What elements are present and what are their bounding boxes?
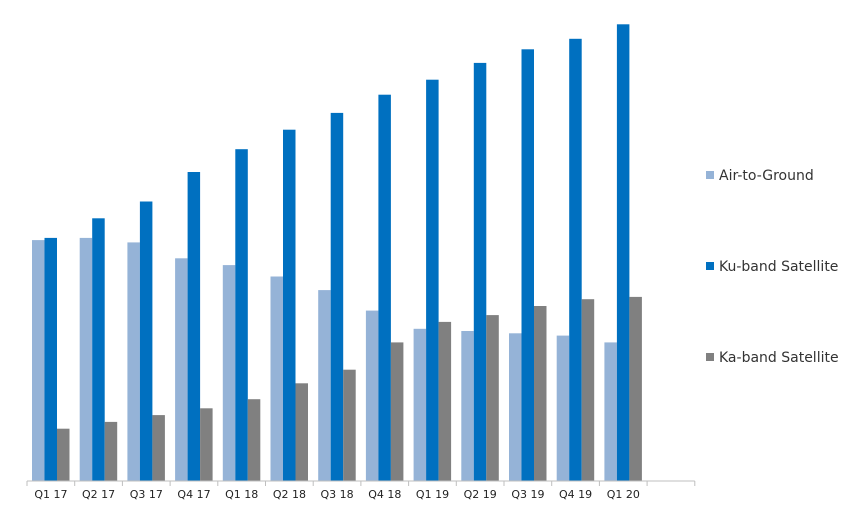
x-tick-label: Q1 20 xyxy=(607,488,640,501)
x-tick-label: Q4 17 xyxy=(177,488,210,501)
bar-ka-band-satellite-q3-17 xyxy=(152,415,165,481)
bar-air-to-ground-q4-18 xyxy=(365,310,379,481)
bar-ka-band-satellite-q4-18 xyxy=(390,342,404,481)
bar-ku-band-satellite-q4-17 xyxy=(187,172,201,481)
bar-air-to-ground-q3-18 xyxy=(318,290,331,481)
bar-ku-band-satellite-q3-17 xyxy=(139,201,153,481)
x-tick-labels: Q1 17 Q2 17 Q3 17 Q4 17 Q1 18 Q2 18 Q3 18 Q4 18… xyxy=(34,488,640,501)
bar-ka-band-satellite-q1-17 xyxy=(57,428,70,481)
x-tick-label: Q2 17 xyxy=(82,488,115,501)
bars-layer xyxy=(32,24,642,482)
legend-label: Air-to-Ground xyxy=(719,168,814,184)
bar-ku-band-satellite-q4-19 xyxy=(569,38,582,482)
x-tick-label: Q2 19 xyxy=(464,488,497,501)
legend-swatch xyxy=(706,353,714,361)
x-tick-label: Q3 18 xyxy=(321,488,354,501)
bar-ka-band-satellite-q4-17 xyxy=(200,408,213,481)
bar-ku-band-satellite-q2-19 xyxy=(473,62,487,482)
legend: Air-to-Ground Ku-band Satellite Ka-band Sa… xyxy=(706,168,839,366)
bar-ka-band-satellite-q4-19 xyxy=(581,299,595,481)
bar-ka-band-satellite-q1-18 xyxy=(247,399,261,481)
x-tick-label: Q2 18 xyxy=(273,488,306,501)
bar-ka-band-satellite-q3-18 xyxy=(343,369,356,481)
bar-air-to-ground-q2-17 xyxy=(79,237,93,481)
bar-ku-band-satellite-q4-18 xyxy=(378,94,391,481)
bar-ka-band-satellite-q2-18 xyxy=(295,383,308,481)
legend-swatch xyxy=(706,262,714,270)
legend-swatch xyxy=(706,171,714,179)
bar-air-to-ground-q3-17 xyxy=(127,242,140,481)
bar-air-to-ground-q3-19 xyxy=(509,333,522,481)
x-tick-label: Q3 17 xyxy=(130,488,163,501)
bar-ka-band-satellite-q1-19 xyxy=(438,321,452,481)
bar-ka-band-satellite-q1-20 xyxy=(629,296,642,481)
bar-air-to-ground-q4-17 xyxy=(175,258,188,481)
bar-ku-band-satellite-q2-17 xyxy=(92,218,105,482)
bar-air-to-ground-q1-20 xyxy=(604,342,617,481)
bar-air-to-ground-q1-18 xyxy=(222,265,236,481)
bar-ku-band-satellite-q1-18 xyxy=(235,149,248,481)
x-tick-label: Q3 19 xyxy=(511,488,544,501)
bar-ku-band-satellite-q1-17 xyxy=(44,237,57,481)
x-tick-label: Q4 19 xyxy=(559,488,592,501)
bar-air-to-ground-q1-17 xyxy=(32,240,45,481)
bar-ka-band-satellite-q3-19 xyxy=(534,306,547,481)
bar-air-to-ground-q2-18 xyxy=(270,276,283,481)
bar-air-to-ground-q4-19 xyxy=(556,335,570,481)
x-tick-marks xyxy=(26,481,696,486)
bar-ka-band-satellite-q2-17 xyxy=(104,421,118,481)
bar-air-to-ground-q2-19 xyxy=(461,331,474,481)
legend-label: Ka-band Satellite xyxy=(719,350,839,366)
x-tick-label: Q1 18 xyxy=(225,488,258,501)
bar-ku-band-satellite-q1-19 xyxy=(426,79,439,481)
bar-ku-band-satellite-q3-19 xyxy=(521,49,534,482)
legend-label: Ku-band Satellite xyxy=(719,259,838,275)
x-tick-label: Q1 19 xyxy=(416,488,449,501)
bar-ku-band-satellite-q3-18 xyxy=(330,112,344,482)
x-tick-label: Q1 17 xyxy=(34,488,67,501)
bar-ka-band-satellite-q2-19 xyxy=(486,315,499,481)
bar-air-to-ground-q1-19 xyxy=(413,328,427,481)
x-tick-label: Q4 18 xyxy=(368,488,401,501)
bar-ku-band-satellite-q1-20 xyxy=(616,24,630,482)
bar-ku-band-satellite-q2-18 xyxy=(283,129,296,481)
